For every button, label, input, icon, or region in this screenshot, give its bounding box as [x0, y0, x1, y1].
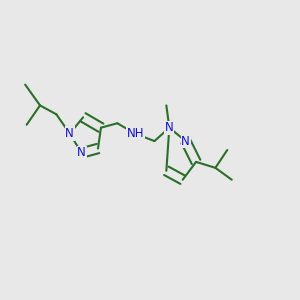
Text: N: N	[77, 146, 86, 160]
Text: N: N	[165, 121, 174, 134]
Text: N: N	[65, 127, 74, 140]
Text: N: N	[181, 135, 190, 148]
Text: NH: NH	[126, 127, 144, 140]
